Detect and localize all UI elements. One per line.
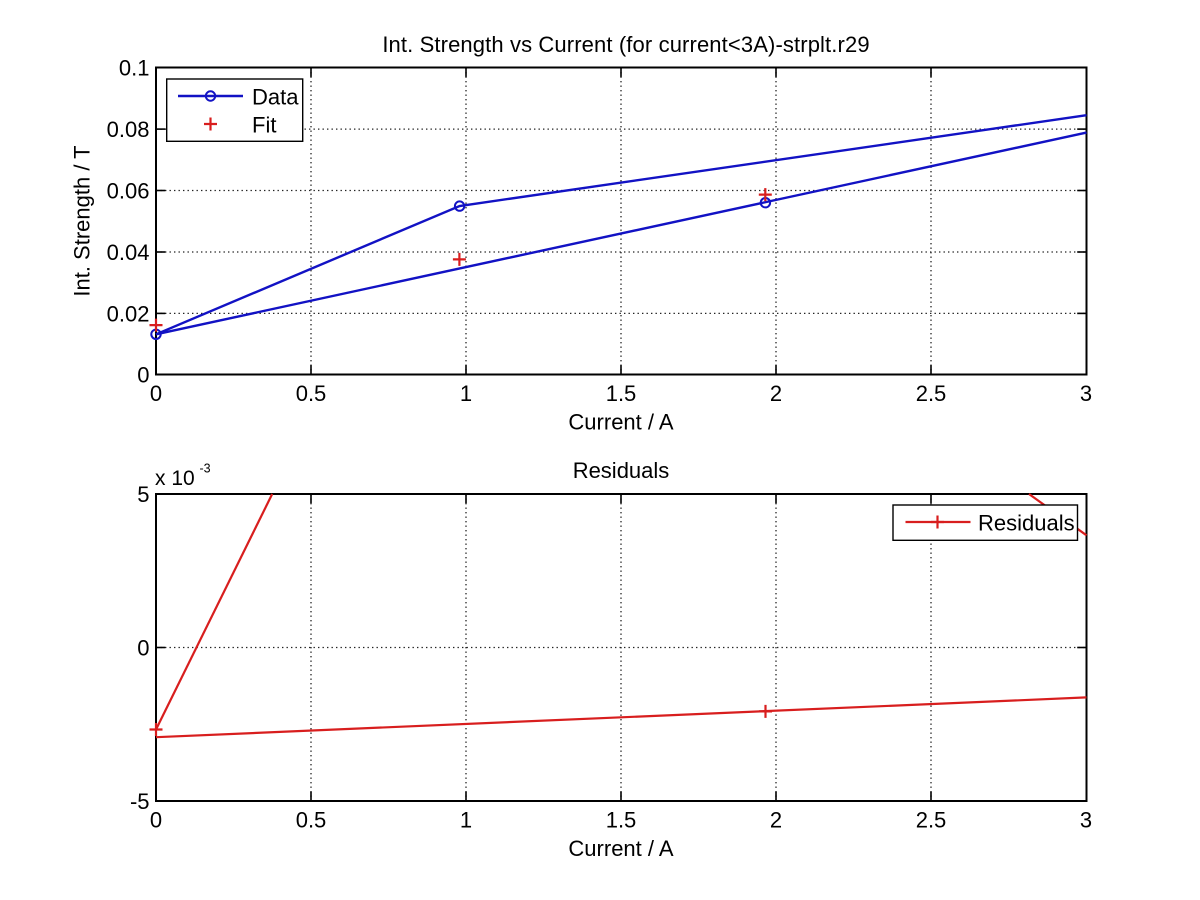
svg-text:0.06: 0.06 [107,178,150,203]
svg-text:0.02: 0.02 [107,301,150,326]
svg-text:0.08: 0.08 [107,117,150,142]
svg-text:Current / A: Current / A [568,410,673,435]
svg-text:0.5: 0.5 [296,808,327,833]
svg-text:0.5: 0.5 [296,381,327,406]
svg-text:Residuals: Residuals [573,458,670,483]
svg-text:1.5: 1.5 [606,808,637,833]
svg-text:5: 5 [137,482,149,507]
svg-text:2: 2 [770,808,782,833]
svg-text:0: 0 [137,635,149,660]
svg-text:Fit: Fit [252,113,276,138]
svg-text:1: 1 [460,381,472,406]
svg-text:3: 3 [1080,808,1092,833]
svg-text:Data: Data [252,85,299,110]
svg-text:1: 1 [460,808,472,833]
svg-text:0.04: 0.04 [107,240,150,265]
svg-text:0.1: 0.1 [119,55,150,80]
svg-text:-3: -3 [200,462,211,476]
svg-text:Current / A: Current / A [568,836,673,861]
svg-text:x 10: x 10 [155,467,195,490]
svg-text:0: 0 [137,362,149,387]
svg-text:2: 2 [770,381,782,406]
svg-text:-5: -5 [130,789,150,814]
svg-text:Int. Strength vs Current (for: Int. Strength vs Current (for current<3A… [382,32,869,57]
svg-text:0: 0 [150,808,162,833]
svg-text:1.5: 1.5 [606,381,637,406]
svg-text:Int. Strength / T: Int. Strength / T [70,145,95,296]
svg-text:2.5: 2.5 [916,808,947,833]
svg-text:3: 3 [1080,381,1092,406]
svg-text:0: 0 [150,381,162,406]
svg-text:Residuals: Residuals [978,510,1075,535]
svg-text:2.5: 2.5 [916,381,947,406]
